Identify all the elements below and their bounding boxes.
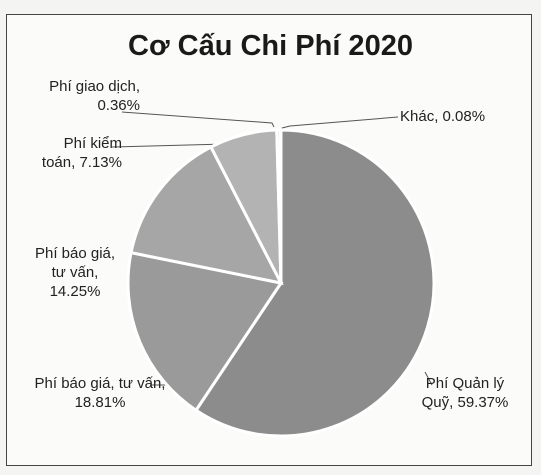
pie-slice	[278, 128, 283, 284]
slice-value: 14.25%	[49, 283, 101, 300]
slice-category: Phí báo giá, tư vấn,	[34, 375, 166, 392]
pie-slice	[193, 128, 436, 438]
slice-label: Phí báo giá, tư vấn, 18.81%	[30, 374, 170, 412]
slice-value: 59.37%	[457, 394, 509, 411]
slice-category: Phí Quản lý Quỹ,	[421, 375, 505, 411]
leader-line	[111, 143, 227, 148]
pie-slice	[126, 250, 284, 413]
slice-value: 18.81%	[74, 394, 126, 411]
slice-label: Phí giao dịch, 0.36%	[30, 77, 140, 115]
slice-value: 0.36%	[97, 97, 140, 114]
slice-value: 7.13%	[79, 154, 122, 171]
slice-label: Phí báo giá, tư vấn, 14.25%	[30, 244, 120, 301]
slice-label: Phí kiểm toán, 7.13%	[30, 134, 122, 172]
slice-value: 0.08%	[442, 108, 486, 125]
chart-title: Cơ Cấu Chi Phí 2020	[128, 30, 413, 62]
slice-label: Khác, 0.08%	[400, 107, 510, 126]
slice-category: Phí giao dịch,	[49, 78, 140, 95]
leader-line	[121, 111, 275, 128]
slice-label: Phí Quản lý Quỹ, 59.37%	[410, 374, 520, 412]
leader-line	[281, 116, 399, 129]
leader-line	[424, 371, 433, 386]
pie-slice	[129, 144, 284, 286]
slice-category: Khác,	[400, 108, 439, 125]
slice-category: Phí báo giá, tư vấn,	[34, 245, 116, 281]
slice-category: Phí kiểm toán,	[41, 135, 122, 171]
